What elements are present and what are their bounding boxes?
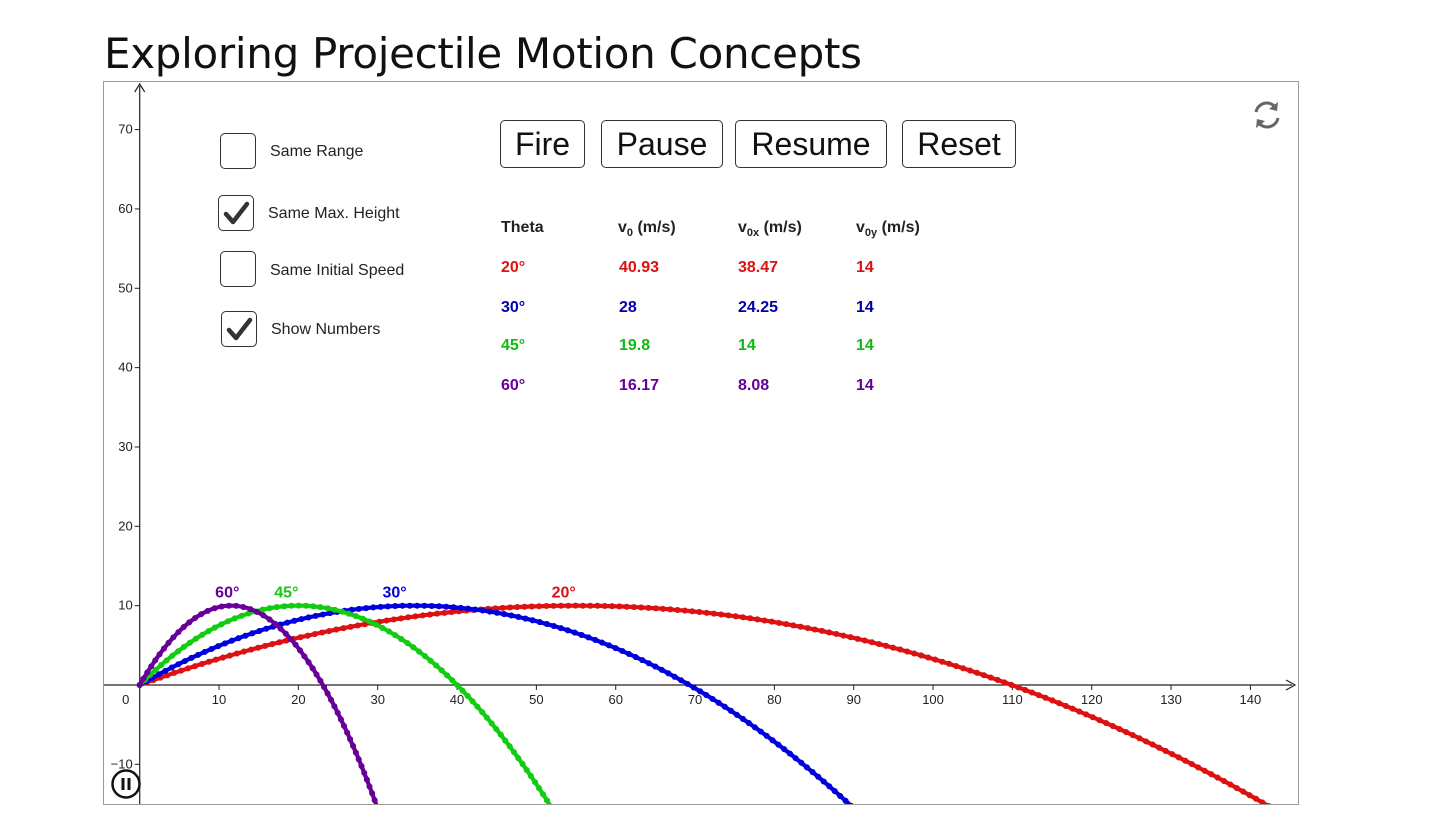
y-tick-label: 20: [118, 518, 132, 533]
show-numbers-checkbox[interactable]: [221, 311, 257, 347]
checkmark-icon: [223, 201, 250, 225]
y-tick-label: 60: [118, 201, 132, 216]
y-axis-arrow: [134, 82, 146, 93]
y-tick-label: 70: [118, 122, 132, 137]
cell-theta: 45°: [501, 337, 526, 354]
cell-v0x: 14: [738, 337, 756, 354]
x-tick-label: 140: [1240, 692, 1262, 707]
header-v0x: v0x (m/s): [738, 219, 802, 239]
cell-v0x: 38.47: [738, 259, 779, 276]
x-tick-label: 100: [922, 692, 944, 707]
header-v0: v0 (m/s): [618, 219, 676, 239]
pause-button[interactable]: Pause: [601, 120, 723, 168]
header-v0y: v0y (m/s): [856, 219, 920, 239]
cell-theta: 60°: [501, 377, 526, 394]
graph-view[interactable]: 0 10 20 30 40 50 60 70 80 90 100 110 120 130 140 −10 10 2…: [104, 82, 1298, 804]
same-initial-speed-checkbox[interactable]: [220, 251, 256, 287]
x-tick-label: 90: [846, 692, 860, 707]
fire-button[interactable]: Fire: [500, 120, 585, 168]
x-tick-label: 10: [212, 692, 226, 707]
cell-theta: 30°: [501, 299, 526, 316]
cell-v0y: 14: [856, 337, 874, 354]
trajectory-line-60: [137, 603, 379, 804]
trajectory-label-30: 30°: [382, 585, 406, 602]
cell-v0y: 14: [856, 377, 874, 394]
same-max-height-checkbox[interactable]: [218, 195, 254, 231]
x-tick-label: 0: [122, 692, 129, 707]
x-tick-label: 70: [688, 692, 702, 707]
x-tick-label: 20: [291, 692, 305, 707]
y-tick-label: −10: [111, 756, 133, 771]
same-max-height-label[interactable]: Same Max. Height: [268, 205, 400, 222]
trajectory-label-60: 60°: [215, 585, 239, 602]
header-theta: Theta: [501, 219, 544, 236]
trajectory-line-30: [137, 603, 853, 804]
cell-v0: 40.93: [619, 259, 660, 276]
cell-v0y: 14: [856, 259, 874, 276]
refresh-icon[interactable]: [1250, 98, 1284, 132]
resume-button[interactable]: Resume: [735, 120, 887, 168]
x-tick-label: 110: [1002, 692, 1023, 707]
trajectory-line-20: [137, 603, 1270, 804]
same-range-checkbox[interactable]: [220, 133, 256, 169]
same-range-label[interactable]: Same Range: [270, 143, 364, 160]
applet-canvas[interactable]: 0 10 20 30 40 50 60 70 80 90 100 110 120 130 140 −10 10 2…: [103, 81, 1299, 805]
x-tick-label: 80: [767, 692, 781, 707]
cell-v0y: 14: [856, 299, 874, 316]
page-title: Exploring Projectile Motion Concepts: [104, 29, 862, 78]
y-tick-label: 40: [118, 360, 132, 375]
x-tick-label: 30: [370, 692, 384, 707]
cell-v0: 19.8: [619, 337, 651, 354]
x-tick-label: 40: [450, 692, 464, 707]
reset-button[interactable]: Reset: [902, 120, 1016, 168]
x-axis-arrow: [1285, 679, 1297, 691]
cell-v0x: 24.25: [738, 299, 779, 316]
cell-v0: 16.17: [619, 377, 660, 394]
trajectory-label-20: 20°: [552, 585, 576, 602]
x-tick-label: 130: [1160, 692, 1182, 707]
y-tick-label: 50: [118, 280, 132, 295]
checkmark-icon: [226, 317, 253, 341]
x-tick-label: 50: [529, 692, 543, 707]
y-tick-label: 30: [118, 439, 132, 454]
show-numbers-label[interactable]: Show Numbers: [271, 321, 381, 338]
trajectory-label-45: 45°: [274, 585, 298, 602]
x-tick-label: 120: [1081, 692, 1103, 707]
trajectory-line-45: [137, 603, 552, 804]
x-tick-label: 60: [608, 692, 622, 707]
cell-theta: 20°: [501, 259, 526, 276]
cell-v0: 28: [619, 299, 637, 316]
cell-v0x: 8.08: [738, 377, 770, 394]
pause-circle-icon[interactable]: [110, 768, 142, 800]
same-initial-speed-label[interactable]: Same Initial Speed: [270, 262, 405, 279]
y-tick-label: 10: [118, 598, 132, 613]
